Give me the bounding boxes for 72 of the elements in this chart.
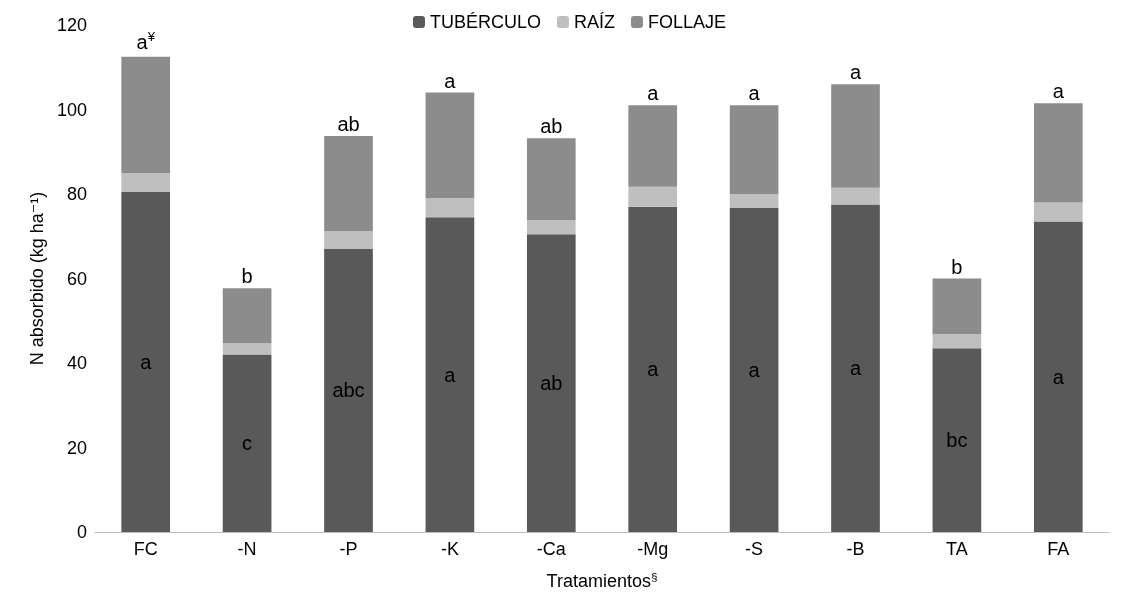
bar bbox=[222, 288, 272, 344]
data-label: bc bbox=[946, 429, 968, 452]
bar bbox=[121, 191, 171, 532]
bar bbox=[324, 248, 373, 532]
bar bbox=[526, 234, 576, 532]
bar bbox=[932, 278, 982, 335]
bar bbox=[729, 207, 779, 532]
bar bbox=[324, 136, 373, 232]
data-label: c bbox=[242, 432, 253, 455]
bar bbox=[121, 56, 171, 173]
bar bbox=[1033, 221, 1083, 532]
bar bbox=[425, 92, 475, 199]
data-label: abc bbox=[332, 379, 365, 402]
bar bbox=[831, 187, 880, 205]
data-label: a bbox=[647, 358, 660, 381]
y-tick-label: 60 bbox=[66, 268, 87, 289]
x-tick-label: -B bbox=[846, 539, 865, 559]
bar bbox=[729, 194, 779, 208]
y-tick-label: 80 bbox=[66, 184, 87, 204]
annotation: a bbox=[748, 82, 761, 105]
bar bbox=[222, 354, 272, 532]
bar bbox=[222, 343, 272, 355]
bar bbox=[121, 172, 171, 192]
y-axis-title: N absorbido (kg ha⁻¹) bbox=[27, 191, 48, 366]
bar bbox=[1033, 202, 1083, 222]
annotation: a¥ bbox=[136, 28, 156, 54]
legend-label: FOLLAJE bbox=[647, 12, 727, 32]
bar bbox=[628, 186, 678, 207]
y-tick-label: 100 bbox=[56, 99, 87, 120]
data-label: a bbox=[444, 363, 457, 386]
y-tick-label: 120 bbox=[56, 15, 87, 35]
bar bbox=[831, 84, 880, 188]
x-tick-label: FA bbox=[1047, 539, 1070, 559]
bar bbox=[831, 204, 880, 532]
data-label: a bbox=[748, 358, 761, 381]
bar bbox=[1033, 103, 1083, 203]
x-tick-label: -Ca bbox=[536, 539, 567, 559]
x-tick-label: -N bbox=[237, 539, 257, 559]
x-tick-label: -K bbox=[440, 539, 459, 559]
data-label: ab bbox=[540, 372, 563, 395]
x-tick-label: -S bbox=[745, 539, 764, 559]
bar bbox=[425, 198, 475, 218]
bar bbox=[425, 217, 475, 532]
x-tick-label: FC bbox=[133, 539, 158, 559]
data-label: a bbox=[1052, 365, 1065, 388]
bar bbox=[526, 220, 576, 235]
x-tick-label: -Mg bbox=[637, 539, 669, 559]
annotation: a bbox=[444, 69, 457, 92]
x-tick-label: -P bbox=[339, 539, 358, 559]
y-tick-label: 0 bbox=[76, 522, 87, 542]
bar bbox=[729, 105, 779, 194]
annotation: ab bbox=[540, 115, 563, 138]
x-axis-title: Tratamientos§ bbox=[546, 569, 658, 592]
x-tick-label: TA bbox=[946, 539, 968, 559]
data-label: a bbox=[849, 357, 862, 380]
bar bbox=[526, 138, 576, 221]
y-tick-label: 20 bbox=[66, 437, 87, 458]
annotation: a bbox=[849, 61, 862, 84]
bar bbox=[932, 334, 982, 349]
bar bbox=[932, 348, 982, 532]
data-label: a bbox=[140, 350, 153, 373]
bar bbox=[628, 206, 678, 532]
bar bbox=[628, 105, 678, 187]
annotation: ab bbox=[337, 113, 360, 136]
bar bbox=[324, 231, 373, 249]
annotation: a bbox=[647, 82, 660, 105]
legend-label: TUBÉRCULO bbox=[429, 12, 541, 32]
y-tick-label: 40 bbox=[66, 353, 87, 373]
annotation: b bbox=[951, 255, 963, 278]
legend-label: RAÍZ bbox=[573, 12, 616, 32]
annotation: a bbox=[1052, 80, 1065, 103]
annotation: b bbox=[241, 265, 253, 288]
